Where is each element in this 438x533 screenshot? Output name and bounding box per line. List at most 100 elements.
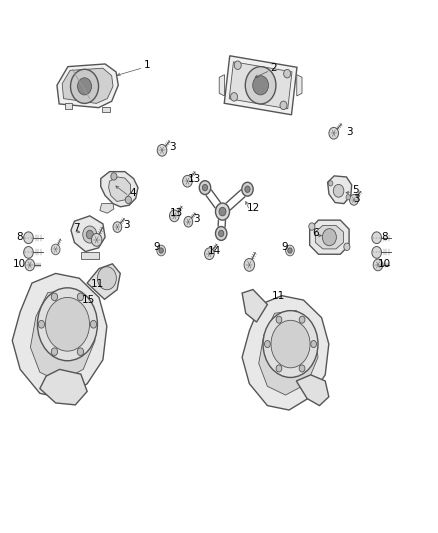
Circle shape [205, 248, 214, 260]
Circle shape [183, 175, 192, 187]
Circle shape [265, 341, 270, 348]
Circle shape [38, 288, 97, 361]
Circle shape [230, 93, 237, 101]
Circle shape [215, 227, 227, 240]
Circle shape [46, 297, 89, 351]
Circle shape [346, 195, 350, 200]
Text: 3: 3 [169, 142, 176, 152]
Circle shape [288, 248, 292, 253]
Circle shape [159, 248, 163, 253]
Polygon shape [40, 369, 87, 405]
Polygon shape [296, 375, 329, 406]
Circle shape [276, 365, 282, 372]
Text: 13: 13 [170, 208, 183, 217]
Circle shape [333, 184, 344, 197]
Polygon shape [310, 220, 349, 254]
Polygon shape [100, 204, 114, 213]
Circle shape [170, 210, 179, 222]
Text: 6: 6 [312, 228, 319, 238]
Circle shape [245, 67, 276, 104]
Circle shape [242, 182, 253, 196]
Circle shape [286, 245, 294, 256]
Circle shape [253, 76, 268, 95]
Polygon shape [102, 107, 110, 112]
Circle shape [219, 207, 226, 216]
Circle shape [83, 226, 97, 243]
Circle shape [113, 222, 122, 232]
Polygon shape [12, 273, 107, 398]
Circle shape [373, 259, 383, 271]
Circle shape [372, 246, 381, 258]
Text: 8: 8 [381, 232, 388, 242]
Circle shape [202, 184, 208, 191]
Text: 11: 11 [272, 292, 285, 301]
Circle shape [90, 320, 97, 328]
Text: 10: 10 [378, 260, 391, 269]
Circle shape [271, 320, 310, 368]
Text: 8: 8 [16, 232, 23, 242]
Polygon shape [109, 177, 131, 201]
Polygon shape [242, 296, 329, 410]
Text: 5: 5 [352, 185, 359, 195]
Polygon shape [259, 311, 318, 395]
Circle shape [263, 311, 318, 377]
Circle shape [24, 246, 33, 258]
Polygon shape [315, 225, 343, 249]
Circle shape [329, 127, 339, 139]
Text: 9: 9 [281, 242, 288, 252]
Circle shape [244, 259, 254, 271]
Text: 3: 3 [353, 195, 360, 204]
Circle shape [284, 69, 291, 78]
Circle shape [111, 173, 117, 180]
Polygon shape [30, 290, 95, 382]
Circle shape [219, 230, 224, 237]
Text: 4: 4 [129, 189, 136, 198]
Circle shape [157, 144, 167, 156]
Circle shape [77, 348, 84, 356]
Circle shape [25, 259, 35, 271]
Circle shape [125, 196, 131, 204]
Text: 14: 14 [208, 246, 221, 255]
Circle shape [322, 229, 336, 246]
Circle shape [276, 316, 282, 323]
Text: 7: 7 [73, 223, 80, 233]
Circle shape [51, 244, 60, 255]
Circle shape [280, 101, 287, 110]
Text: 10: 10 [13, 260, 26, 269]
Circle shape [157, 245, 166, 256]
Text: 11: 11 [91, 279, 104, 289]
Circle shape [350, 195, 358, 205]
Circle shape [299, 365, 305, 372]
Polygon shape [242, 289, 267, 322]
Circle shape [92, 233, 102, 246]
Text: 3: 3 [123, 220, 130, 230]
Polygon shape [71, 216, 105, 252]
Circle shape [245, 186, 250, 192]
Circle shape [199, 181, 211, 195]
Text: 15: 15 [82, 295, 95, 304]
Circle shape [372, 232, 381, 244]
Circle shape [299, 316, 305, 323]
Polygon shape [328, 176, 352, 204]
Polygon shape [57, 64, 118, 108]
Circle shape [71, 69, 99, 103]
Circle shape [234, 61, 241, 69]
Text: 2: 2 [270, 63, 277, 72]
Polygon shape [65, 103, 72, 109]
Polygon shape [81, 252, 99, 259]
Polygon shape [101, 172, 138, 207]
Text: 12: 12 [247, 203, 260, 213]
Circle shape [184, 216, 193, 227]
Circle shape [309, 223, 315, 230]
Circle shape [78, 78, 92, 95]
Circle shape [77, 293, 84, 301]
Polygon shape [229, 62, 292, 109]
Circle shape [51, 348, 57, 356]
Text: 9: 9 [153, 243, 160, 252]
Polygon shape [297, 75, 302, 96]
Circle shape [311, 341, 317, 348]
Circle shape [215, 203, 230, 220]
Circle shape [344, 243, 350, 251]
Circle shape [38, 320, 45, 328]
Text: 3: 3 [193, 214, 200, 223]
